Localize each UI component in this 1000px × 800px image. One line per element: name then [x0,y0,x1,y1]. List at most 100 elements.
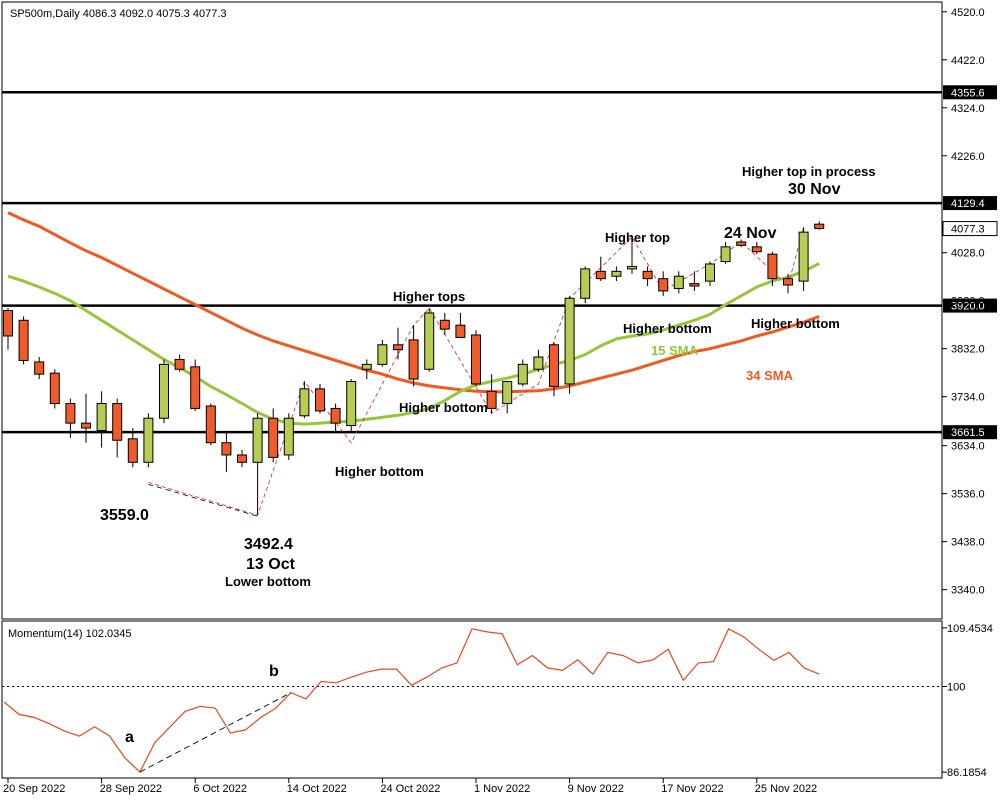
candle-body [81,422,91,429]
lower-bottom-dashed-line [148,483,258,517]
annotation-low1: 3559.0 [100,507,149,524]
candles [3,221,825,516]
candle-body [3,310,13,337]
price-tick-label: 4028.0 [951,248,985,260]
time-tick-label: 9 Nov 2022 [568,783,624,795]
price-tick-label: 3536.0 [951,489,985,501]
candle-body [65,403,76,424]
candle-body [34,361,45,375]
annotation-higher-bottom-4: Higher bottom [751,316,840,331]
annotation-higher-top: Higher top [605,230,670,245]
price-tick-label: 4520.0 [951,7,985,19]
price-axis: 4520.0 4422.0 4324.0 4226.0 4028.0 3930.0 3832… [942,7,985,597]
price-tick-label: 4324.0 [951,103,985,115]
candle-body [673,275,684,289]
candle-body [127,438,138,463]
price-tick-label: 3438.0 [951,537,985,549]
level-label: 3661.5 [951,427,985,439]
candle-body [720,246,731,263]
candle-body [268,417,279,458]
annotation-low2-price: 3492.4 [244,536,293,553]
momentum-label-a: a [125,729,134,746]
momentum-tick-label: 109.4534 [947,623,993,635]
candle-body [627,265,637,270]
divergence-line [139,692,292,773]
sma15-label: 15 SMA [651,343,699,358]
candle-body [315,388,325,412]
momentum-tick-label: 86.1854 [947,767,987,779]
annotation-30nov: 30 Nov [788,181,841,198]
candle-body [502,381,513,405]
time-tick-label: 28 Sep 2022 [100,783,162,795]
sma15-line [7,262,820,426]
time-tick-label: 25 Nov 2022 [755,783,817,795]
candle-body [252,417,263,463]
level-label: 3920.0 [951,301,985,313]
candle-body [96,403,107,431]
candle-body [408,339,419,380]
level-label: 4129.4 [951,198,985,210]
sma34-label: 34 SMA [746,368,794,383]
candle-body [18,319,29,361]
candle-body [783,278,793,286]
candle-body [642,270,653,280]
momentum-tick-label: 100 [947,681,965,693]
price-tick-label: 4226.0 [951,151,985,163]
annotation-higher-tops: Higher tops [393,289,465,304]
candle-body [814,223,825,230]
level-label-box [943,425,997,440]
candle-body [798,231,809,282]
annotation-24nov: 24 Nov [724,225,777,242]
candle-body [455,324,466,338]
annotation-lower-bottom: Lower bottom [225,574,311,589]
price-tick-label: 3734.0 [951,392,985,404]
price-tick-label: 3634.0 [951,441,985,453]
time-tick-label: 20 Sep 2022 [3,783,65,795]
level-label-box [943,298,997,313]
horizontal-levels: 4355.6 4129.4 3920.0 3661.5 4077.3 [2,85,998,440]
price-tick-label: 3340.0 [951,585,985,597]
momentum-header: Momentum(14) 102.0345 [8,628,132,640]
candle-body [751,246,762,253]
candle-body [143,417,154,463]
sma15-line-layer [7,262,820,426]
momentum-panel-frame [1,620,943,779]
candle-body [221,442,232,456]
annotation-higher-bottom-2: Higher bottom [399,400,488,415]
current-price-box [942,221,998,237]
candle-body [190,366,201,409]
candle-body [486,390,497,409]
candle-body [564,297,575,385]
candle-body [330,407,341,424]
candle-body [533,356,544,370]
momentum-layer: 109.4534 100 86.1854 [2,623,993,779]
candle-body [471,334,481,385]
time-tick-label: 14 Oct 2022 [287,783,347,795]
time-tick-label: 17 Nov 2022 [661,783,723,795]
candle-body [205,405,216,444]
level-label: 4355.6 [951,87,985,99]
time-tick-label: 1 Nov 2022 [474,783,530,795]
candle-body [580,268,591,299]
candle-body [346,381,357,427]
candle-body [174,358,185,370]
candle-body [705,263,715,282]
level-label-box [943,196,997,211]
candle-body [517,363,528,385]
current-price-label: 4077.3 [951,224,985,236]
candle-body [237,454,247,463]
annotation-low2-date: 13 Oct [246,556,296,573]
time-tick-label: 24 Oct 2022 [380,783,440,795]
candle-body [611,270,622,277]
candle-body [689,283,700,287]
candle-body [159,363,169,419]
momentum-label-b: b [269,663,279,680]
candle-body [112,403,123,441]
level-label-box [943,85,997,100]
candle-body [658,278,669,292]
candle-body [49,372,60,405]
annotation-higher-top-process: Higher top in process [742,164,876,179]
annotation-higher-bottom-3: Higher bottom [623,321,712,336]
time-axis: 20 Sep 2022 28 Sep 2022 6 Oct 2022 14 Oct 2… [3,778,817,795]
